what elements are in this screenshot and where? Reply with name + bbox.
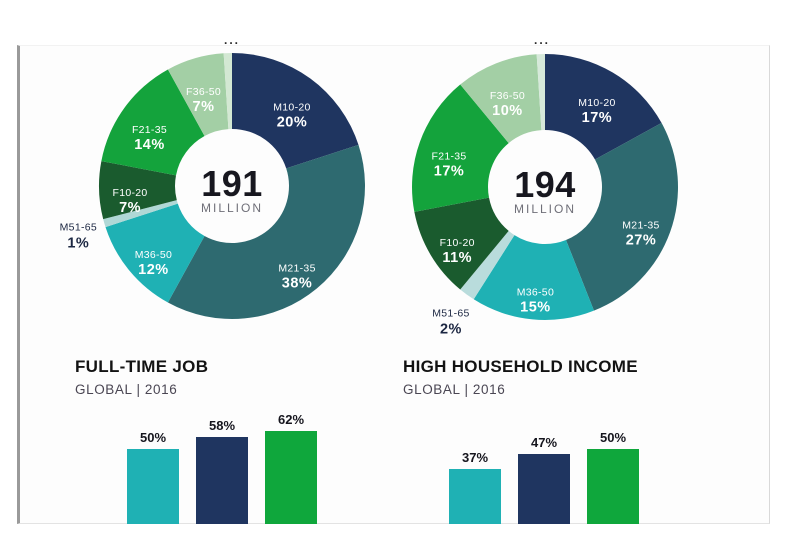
- bar-rect-47%: [518, 453, 570, 524]
- donut-segment-pct: 7%: [119, 200, 141, 216]
- donut-segment-M51-65: [460, 230, 515, 300]
- bar-column: 47%: [518, 434, 570, 524]
- donut-segment-F10-20: [414, 197, 509, 290]
- bar-chart-title: FULL-TIME JOB: [75, 357, 209, 376]
- bar-rect-58%: [196, 437, 248, 524]
- donut-center-unit: MILLION: [514, 202, 576, 216]
- donut-segment-label: M21-35: [278, 263, 315, 275]
- donut-segment-label: F36-50: [186, 86, 221, 98]
- donut-segment-F36-50: [167, 53, 229, 137]
- donut-segment-M21-35: [565, 122, 678, 311]
- donut-segment-pct: 10%: [492, 103, 523, 119]
- donut-segment-label: M51-65: [60, 222, 97, 234]
- donut-segment-pct: 14%: [134, 137, 165, 153]
- donut-segment-pct: 27%: [626, 233, 657, 249]
- donut-segment-label: F10-20: [113, 187, 148, 199]
- donut-chart-right: M10-20 17% M21-35 27% M36-50 15% M51-65 2% F10-2…: [365, 7, 725, 367]
- bar-rect-62%: [265, 431, 317, 524]
- bar-value-label: 62%: [277, 412, 305, 427]
- donut-segment-label: M10-20: [273, 101, 310, 113]
- donut-segment-pct: 2%: [440, 321, 462, 337]
- donut-segment-pct: 17%: [582, 110, 613, 126]
- donut-segment-label: M51-65: [432, 307, 469, 319]
- donut-segment-label: M21-35: [622, 220, 659, 232]
- bar-chart-title: HIGH HOUSEHOLD INCOME: [403, 357, 638, 376]
- bar-chart-subtitle: GLOBAL | 2016: [75, 382, 178, 397]
- donut-segment-pct: 15%: [520, 300, 551, 316]
- bar-column: 50%: [587, 430, 639, 524]
- bar-column: 50%: [127, 430, 179, 524]
- donut-segment-label: M36-50: [517, 287, 554, 299]
- donut-segment-pct: 1%: [67, 236, 89, 252]
- bar-value-label: 50%: [599, 430, 627, 445]
- donut-segment-M10-20: [232, 53, 359, 169]
- donut-segment-F10-20: [99, 161, 177, 220]
- donut-segment-label: F10-20: [440, 237, 475, 249]
- audience-size-right-svg: M10-2017%M21-3527%M36-5015%M51-652%F10-2…: [412, 54, 678, 337]
- donut-segment-pct: 20%: [277, 114, 308, 130]
- donut-segment-M21-35: [167, 144, 365, 320]
- donut-segment-label: F21-35: [431, 150, 466, 162]
- donut-segment-M51-65: [103, 200, 178, 228]
- bar-rect-50%: [587, 449, 639, 524]
- donut-segment-pct: 38%: [282, 276, 313, 292]
- donut-segment-label: M36-50: [135, 249, 172, 261]
- bar-group-high-household-income: 37% 47% 50%: [449, 430, 639, 524]
- bar-chart-title-block-left: FULL-TIME JOB GLOBAL | 2016: [75, 357, 208, 397]
- bar-group-full-time-job: 50% 58% 62%: [127, 412, 317, 524]
- bar-column: 58%: [196, 418, 248, 524]
- bar-rect-50%: [127, 449, 179, 524]
- donut-center-unit: MILLION: [201, 201, 263, 215]
- bar-value-label: 47%: [530, 434, 558, 450]
- donut-segment-label: M10-20: [578, 97, 615, 109]
- donut-segment-F21-35: [412, 84, 509, 212]
- donut-segment-M10-20: [545, 54, 662, 160]
- bar-value-label: 58%: [208, 418, 236, 433]
- bar-rect-37%: [449, 468, 501, 524]
- bar-value-label: 37%: [461, 449, 489, 465]
- bar-chart-title-block-right: HIGH HOUSEHOLD INCOME GLOBAL | 2016: [403, 357, 638, 397]
- donut-segment-sliver: [536, 54, 545, 131]
- bar-column: 37%: [449, 449, 501, 524]
- bar-value-label: 50%: [139, 430, 167, 445]
- donut-segment-label: F21-35: [132, 124, 167, 136]
- cropped-text-artifact-left: ...: [224, 33, 241, 47]
- donut-segment-M36-50: [473, 235, 594, 320]
- donut-segment-pct: 12%: [138, 262, 169, 278]
- cropped-text-artifact-right: ...: [534, 33, 551, 47]
- donut-segment-pct: 7%: [193, 99, 215, 115]
- donut-segment-M36-50: [105, 203, 205, 303]
- donut-center-value: 191: [201, 163, 263, 204]
- donut-segment-pct: 17%: [434, 163, 465, 179]
- donut-segment-label: F36-50: [490, 90, 525, 102]
- donut-segment-pct: 11%: [442, 250, 472, 266]
- bar-column: 62%: [265, 412, 317, 524]
- donut-segment-F21-35: [101, 69, 205, 176]
- donut-center-value: 194: [514, 164, 576, 205]
- bar-chart-subtitle: GLOBAL | 2016: [403, 382, 506, 397]
- donut-segment-sliver: [223, 53, 232, 130]
- donut-segment-F36-50: [460, 54, 542, 144]
- donut-chart-left: M10-20 20% M21-35 38% M36-50 12% M51-65 1% F10-2…: [52, 6, 412, 366]
